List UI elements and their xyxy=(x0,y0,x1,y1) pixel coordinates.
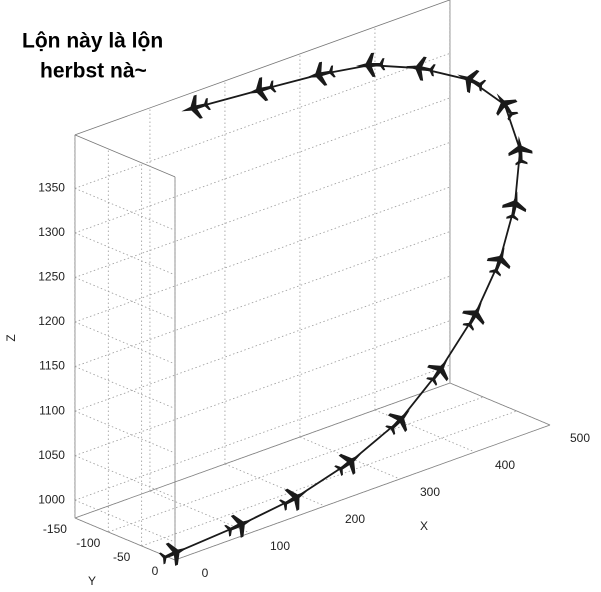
aircraft xyxy=(486,247,511,277)
grid-line xyxy=(74,364,451,501)
grid-line xyxy=(74,186,451,323)
z-tick-label: 1300 xyxy=(38,225,65,239)
y-tick-label: -50 xyxy=(113,550,131,564)
z-tick-label: 1250 xyxy=(38,270,65,284)
grid-line xyxy=(74,187,176,231)
z-tick-label: 1150 xyxy=(39,359,65,373)
grid-line xyxy=(74,382,451,519)
grid-line xyxy=(74,97,451,234)
aircraft xyxy=(508,135,533,166)
z-tick-label: 1050 xyxy=(38,448,65,462)
z-axis-label: Z xyxy=(4,334,18,341)
grid-line xyxy=(108,396,484,533)
grid-line xyxy=(74,277,176,320)
aircraft xyxy=(462,302,485,331)
x-tick-label: 300 xyxy=(420,485,440,499)
grid-line xyxy=(74,455,176,498)
aircraft xyxy=(457,69,487,94)
grid-line xyxy=(74,231,451,367)
x-tick-label: 0 xyxy=(202,566,209,580)
grid-line xyxy=(174,424,551,561)
z-tick-label: 1000 xyxy=(38,492,65,506)
x-tick-label: 500 xyxy=(570,431,590,445)
y-tick-label: -150 xyxy=(43,522,67,536)
y-tick-label: 0 xyxy=(152,564,159,578)
annotation: herbst nà~ xyxy=(40,60,147,83)
z-tick-label: 1100 xyxy=(39,403,65,417)
annotation: Lộn này là lộn xyxy=(22,30,163,53)
aircraft xyxy=(385,410,410,436)
aircraft xyxy=(502,191,527,221)
y-tick-label: -100 xyxy=(76,536,100,550)
grid-line xyxy=(74,410,176,454)
aircraft xyxy=(426,358,449,386)
grid-line xyxy=(74,275,451,412)
aircraft xyxy=(279,488,308,511)
grid-line xyxy=(74,366,176,409)
box-edge xyxy=(74,517,176,561)
aircraft xyxy=(334,453,362,477)
aircraft xyxy=(158,542,188,566)
aircraft xyxy=(181,94,211,119)
aircraft xyxy=(406,56,436,81)
aircraft xyxy=(306,61,336,86)
x-tick-label: 200 xyxy=(345,512,365,526)
x-axis-label: X xyxy=(420,519,428,533)
box-edge xyxy=(449,382,551,426)
grid-line xyxy=(74,232,176,276)
x-tick-label: 100 xyxy=(270,539,290,553)
grid-line xyxy=(141,410,517,547)
trajectory xyxy=(174,64,522,554)
aircraft xyxy=(355,52,386,77)
x-tick-label: 400 xyxy=(495,458,515,472)
grid-line xyxy=(74,52,451,189)
aircraft xyxy=(246,77,277,102)
z-tick-label: 1350 xyxy=(38,181,65,195)
grid-line xyxy=(74,321,176,365)
y-axis-label: Y xyxy=(88,574,96,588)
grid-line xyxy=(224,463,326,507)
z-tick-label: 1200 xyxy=(38,314,65,328)
aircraft xyxy=(224,514,254,538)
box-edge xyxy=(74,0,451,136)
box-edge xyxy=(174,424,551,561)
box-edge xyxy=(74,134,176,178)
grid-line xyxy=(74,320,451,457)
grid-line xyxy=(74,142,451,278)
aircraft xyxy=(496,93,519,121)
